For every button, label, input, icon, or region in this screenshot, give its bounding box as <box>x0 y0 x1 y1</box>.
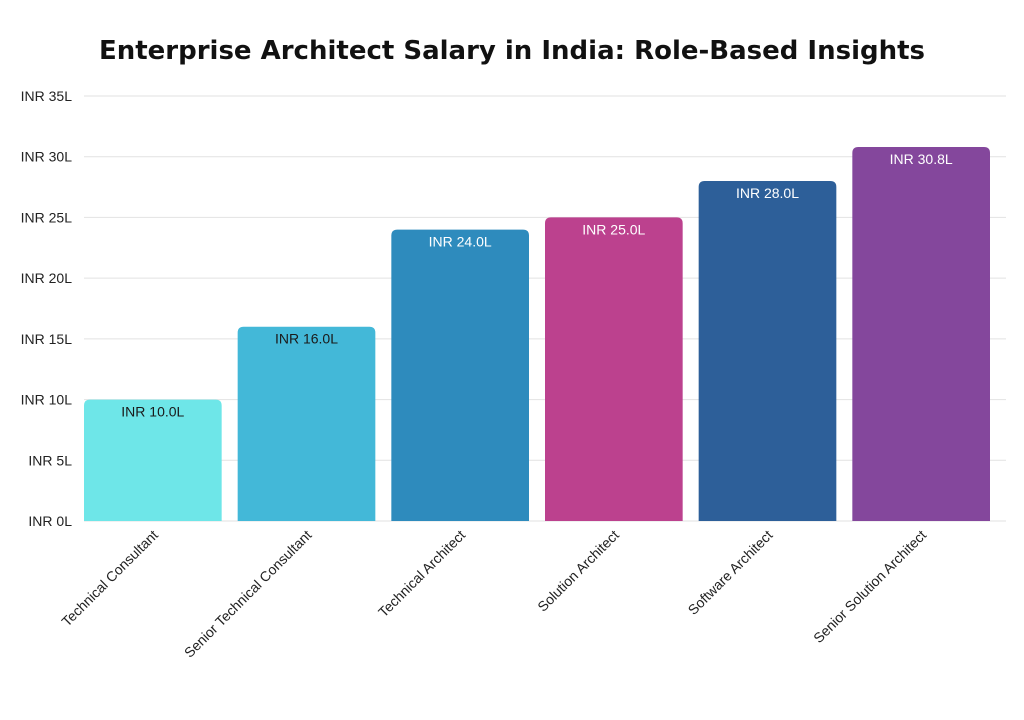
bar <box>698 181 837 521</box>
x-category-label: Technical Consultant <box>58 527 161 630</box>
x-category-label: Technical Architect <box>375 527 468 620</box>
y-axis-tick-labels: INR 0L INR 5L INR 10L INR 15L INR 20L INR 25L… <box>21 88 73 529</box>
bar-data-label: INR 10.0L <box>121 404 184 420</box>
bar-data-label: INR 28.0L <box>736 185 799 201</box>
bar-data-label: INR 24.0L <box>429 234 492 250</box>
bar <box>237 326 376 521</box>
bars <box>84 147 990 522</box>
bar <box>852 147 990 521</box>
y-tick-label: INR 20L <box>21 270 73 286</box>
y-tick-label: INR 35L <box>21 88 73 104</box>
bar <box>545 217 683 521</box>
y-tick-label: INR 10L <box>21 392 73 408</box>
bar <box>84 399 222 521</box>
bar-data-labels: INR 10.0L INR 16.0L INR 24.0L INR 25.0L INR … <box>121 151 953 420</box>
x-category-label: Senior Technical Consultant <box>181 527 315 661</box>
y-tick-label: INR 5L <box>28 452 72 468</box>
x-category-label: Software Architect <box>685 527 776 618</box>
y-tick-label: INR 25L <box>21 209 73 225</box>
x-category-label: Solution Architect <box>534 527 622 615</box>
y-tick-label: INR 30L <box>21 149 73 165</box>
y-tick-label: INR 15L <box>21 331 73 347</box>
bar <box>391 229 529 522</box>
x-category-label: Senior Solution Architect <box>810 527 929 646</box>
chart-title: Enterprise Architect Salary in India: Ro… <box>98 36 926 66</box>
y-tick-label: INR 0L <box>28 513 72 529</box>
x-axis-category-labels: Technical Consultant Senior Technical Con… <box>58 527 929 661</box>
bar-data-label: INR 16.0L <box>275 331 338 347</box>
bar-data-label: INR 25.0L <box>582 221 645 237</box>
bar-data-label: INR 30.8L <box>890 151 953 167</box>
